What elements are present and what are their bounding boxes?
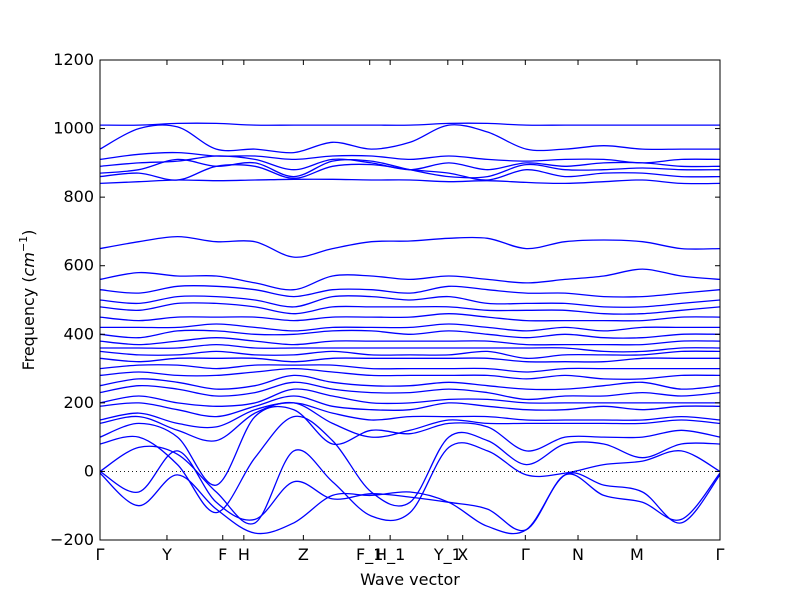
plot-area bbox=[99, 59, 721, 541]
band-line bbox=[100, 343, 721, 353]
band-line bbox=[99, 374, 721, 391]
band-line bbox=[99, 364, 720, 373]
x-tick-label: M bbox=[630, 545, 644, 564]
band-line bbox=[99, 155, 721, 171]
x-tick-label: F bbox=[218, 545, 227, 564]
band-line bbox=[99, 329, 721, 339]
x-tick-label: Y_1 bbox=[433, 545, 462, 565]
y-tick-label: 200 bbox=[63, 393, 94, 412]
band-line bbox=[99, 122, 720, 126]
y-tick-label: 1200 bbox=[53, 50, 94, 69]
x-tick-label: Z bbox=[298, 545, 309, 564]
band-line bbox=[99, 124, 720, 154]
x-tick-label: H bbox=[238, 545, 250, 564]
y-axis-label-unit: cm bbox=[19, 252, 38, 276]
y-tick-label: 400 bbox=[63, 324, 94, 343]
x-tick-label: Y bbox=[161, 545, 172, 564]
y-tick-label: 1000 bbox=[53, 119, 94, 138]
y-tick-label: 800 bbox=[63, 187, 94, 206]
x-tick-label: Γ bbox=[96, 545, 105, 564]
band-line bbox=[99, 472, 721, 535]
band-line bbox=[99, 302, 721, 315]
y-axis-label: Frequency (cm−1) bbox=[17, 230, 38, 371]
x-axis-label: Wave vector bbox=[360, 570, 460, 589]
band-line bbox=[99, 295, 721, 308]
x-tick-label: H_1 bbox=[375, 545, 405, 565]
y-tick-label: 0 bbox=[84, 461, 94, 480]
y-axis-label-suffix: ) bbox=[19, 230, 38, 236]
band-line bbox=[99, 268, 721, 291]
band-line bbox=[99, 178, 721, 185]
band-line bbox=[99, 357, 720, 363]
x-tick-label: N bbox=[572, 545, 584, 564]
band-line bbox=[99, 235, 721, 258]
band-line bbox=[99, 323, 720, 332]
y-axis-label-prefix: Frequency ( bbox=[19, 276, 38, 370]
band-line bbox=[99, 350, 721, 359]
y-tick-label: −200 bbox=[50, 530, 94, 549]
plot-frame bbox=[99, 59, 721, 541]
band-line bbox=[99, 405, 721, 486]
band-line bbox=[99, 388, 721, 407]
band-line bbox=[99, 395, 721, 418]
band-line bbox=[99, 402, 721, 429]
bands-layer bbox=[99, 122, 721, 535]
band-line bbox=[99, 442, 721, 525]
x-tick-label: X bbox=[457, 545, 468, 564]
band-line bbox=[99, 415, 721, 514]
y-tick-labels: −200 0 200 400 600 800 1000 1200 bbox=[50, 50, 94, 549]
band-line bbox=[99, 367, 721, 380]
band-line bbox=[99, 381, 721, 401]
x-tick-labels: Γ Y F H Z F_1H_1 Y_1X Γ N M Γ bbox=[96, 545, 725, 565]
band-line bbox=[99, 401, 721, 442]
band-line bbox=[99, 151, 721, 164]
band-line bbox=[99, 313, 721, 322]
y-axis-label-exponent: −1 bbox=[17, 236, 30, 252]
band-line bbox=[99, 450, 721, 532]
x-tick-label: F_1 bbox=[356, 545, 383, 565]
x-tick-label: Γ bbox=[716, 545, 725, 564]
band-line bbox=[99, 337, 721, 346]
y-tick-label: 600 bbox=[63, 256, 94, 275]
x-tick-label: Γ bbox=[521, 545, 530, 564]
band-line bbox=[99, 284, 721, 298]
